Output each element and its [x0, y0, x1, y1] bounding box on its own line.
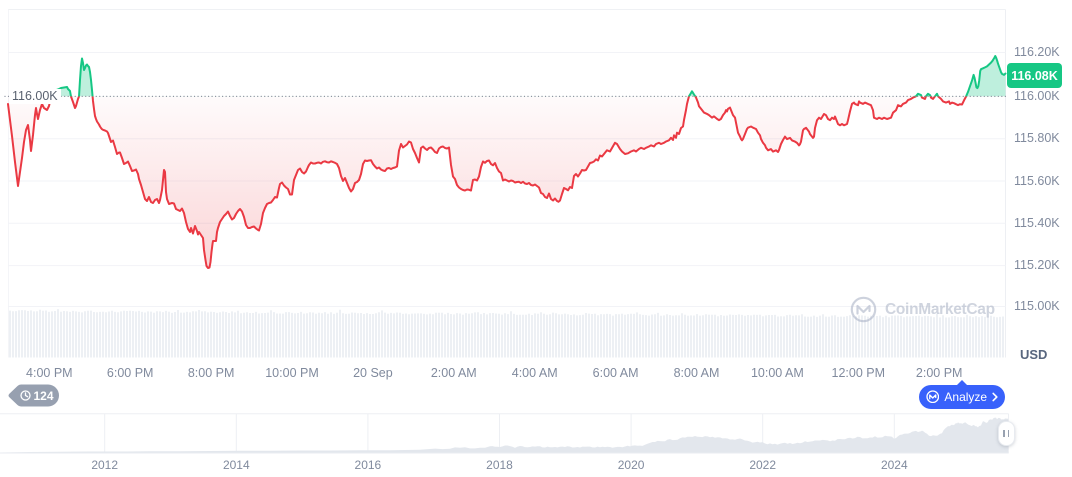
svg-text:124: 124: [34, 389, 54, 403]
